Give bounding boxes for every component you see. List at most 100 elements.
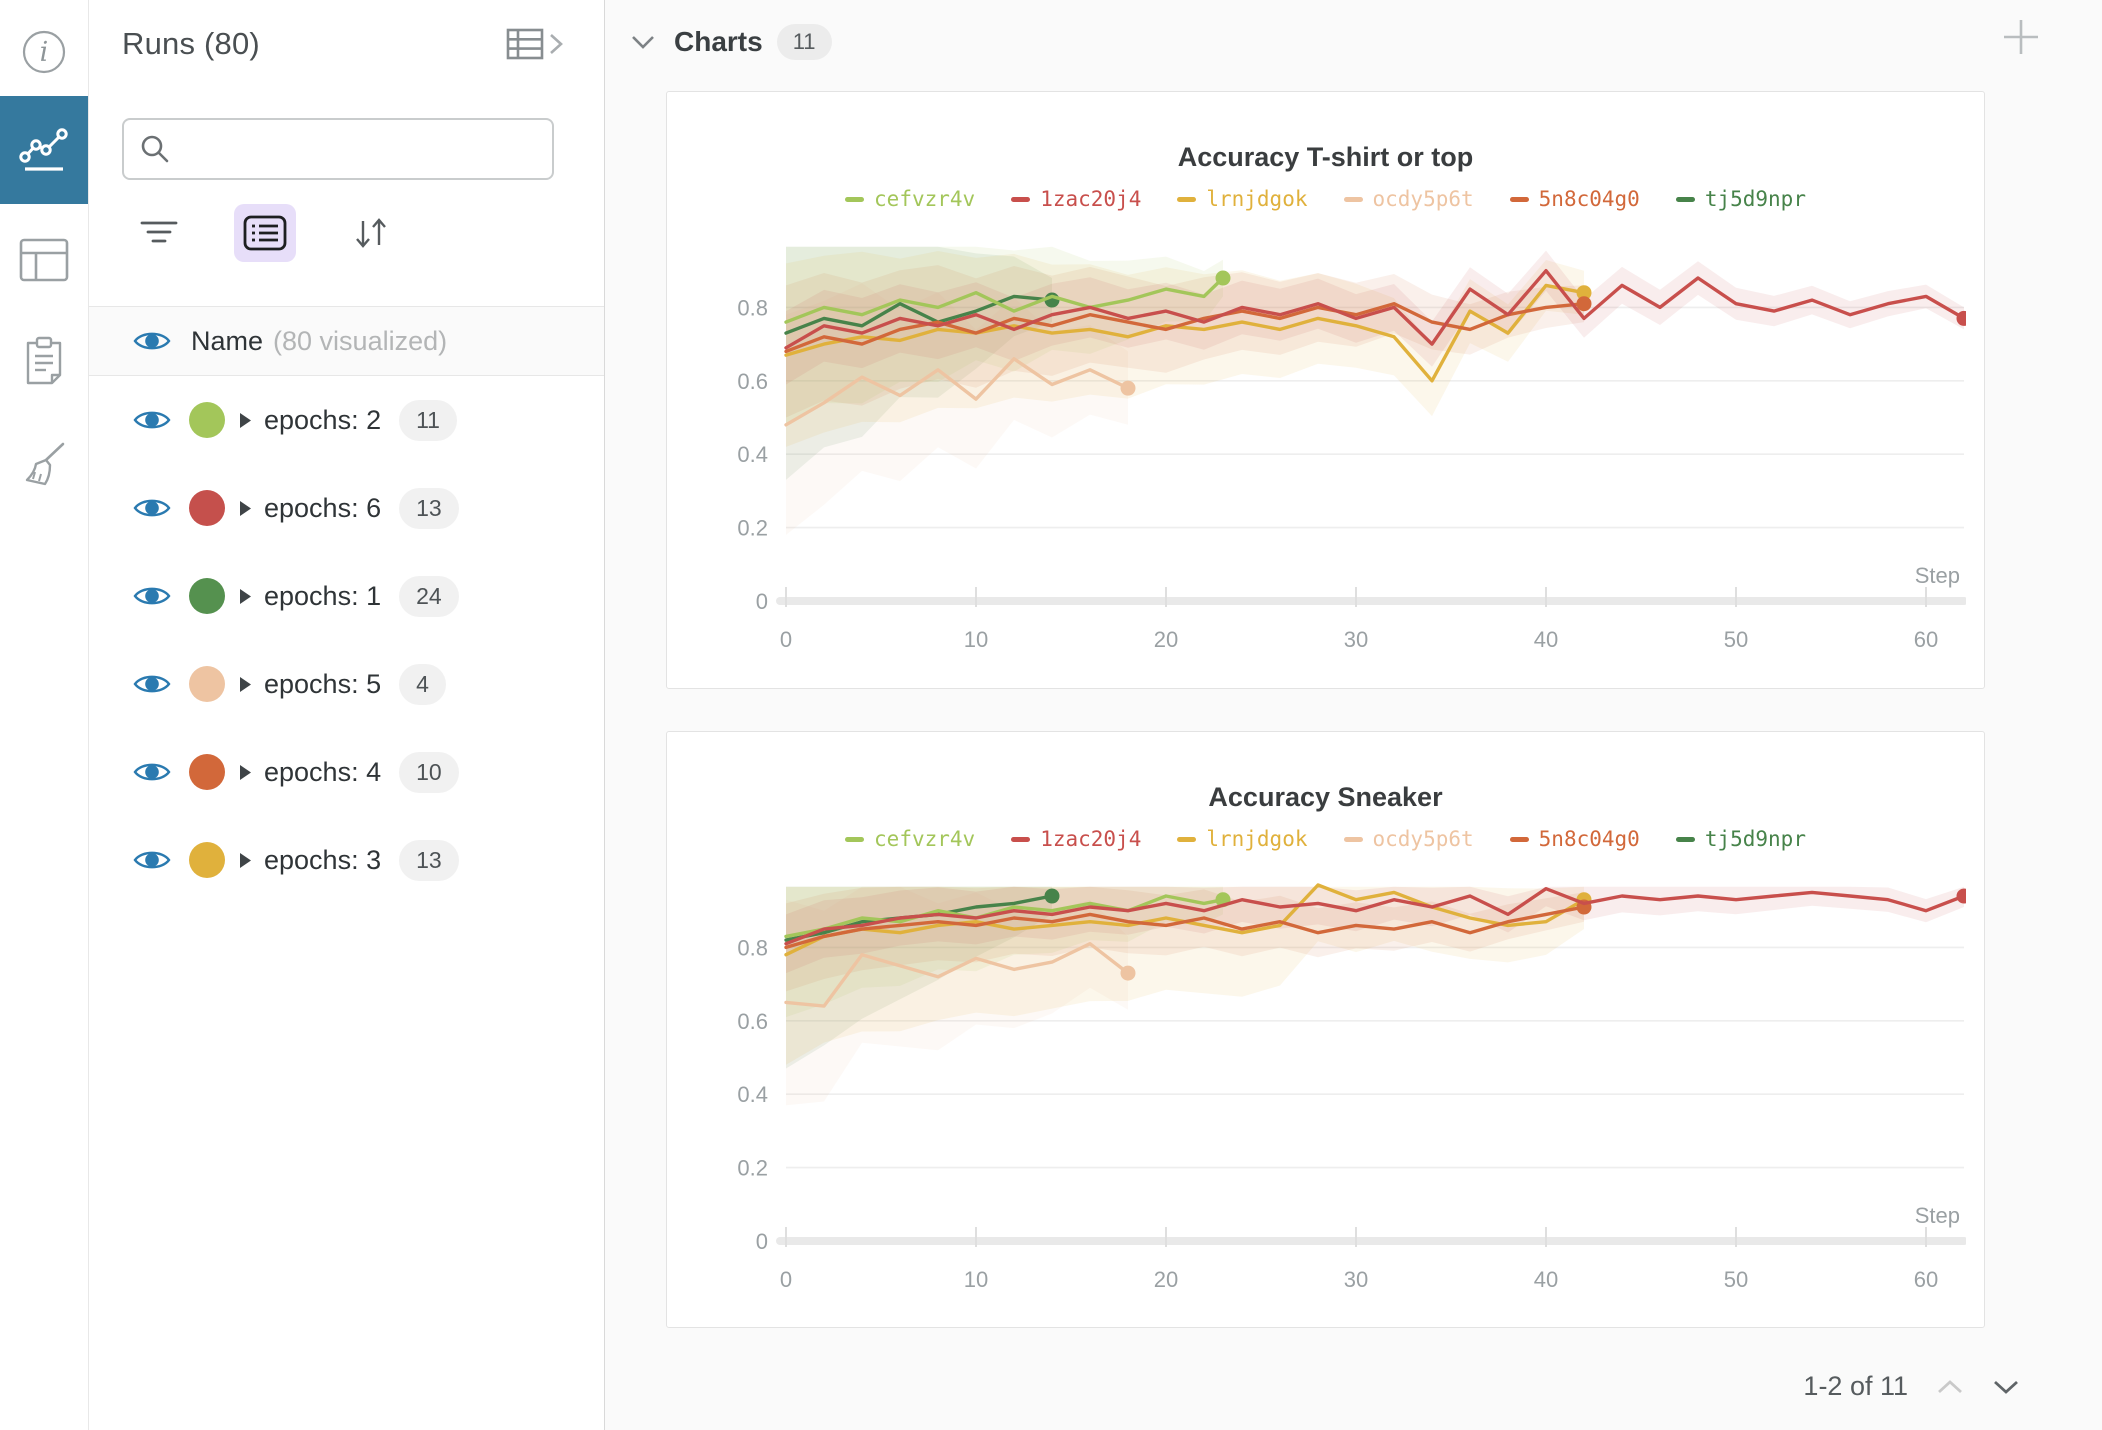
chart-legend: cefvzr4v 1zac20j4 lrnjdgok ocdy5p6t 5n8c04g0…: [667, 827, 1984, 851]
runs-search-input[interactable]: [182, 132, 536, 166]
nav-item-table[interactable]: [0, 216, 88, 304]
legend-swatch: [1177, 196, 1197, 202]
legend-item-5n8c04g0[interactable]: 5n8c04g0: [1509, 187, 1640, 211]
nav-item-charts[interactable]: [0, 96, 88, 204]
series-line-lrnjdgok: [784, 283, 1586, 383]
pagination-next-button[interactable]: [1992, 1378, 2020, 1396]
chart-plot-area[interactable]: 0 10 20 30 40 50 60 0 0.2 0.4 0.6 0.8 Step: [696, 873, 1966, 1323]
run-color-dot: [189, 754, 225, 790]
y-tick-label: 0.8: [737, 295, 768, 320]
series-line-5n8c04g0: [784, 301, 1586, 354]
chart-panel-accuracy-sneaker[interactable]: Accuracy Sneaker cefvzr4v 1zac20j4 lrnjdgo…: [666, 731, 1985, 1328]
run-group-row[interactable]: epochs: 2 11: [88, 376, 604, 464]
caret-right-icon[interactable]: [239, 676, 252, 693]
legend-item-tj5d9npr[interactable]: tj5d9npr: [1675, 187, 1806, 211]
nav-item-reports[interactable]: [0, 318, 88, 406]
chevron-down-icon: [1994, 1380, 2018, 1394]
toggle-all-visibility-button[interactable]: [133, 328, 171, 354]
run-group-row[interactable]: epochs: 4 10: [88, 728, 604, 816]
run-group-row[interactable]: epochs: 1 24: [88, 552, 604, 640]
nav-rail: i: [0, 0, 89, 1430]
toggle-visibility-button[interactable]: [133, 407, 171, 433]
chart-legend: cefvzr4v 1zac20j4 lrnjdgok ocdy5p6t 5n8c04g0…: [667, 187, 1984, 211]
x-tick-label: 40: [1534, 1267, 1558, 1292]
toggle-visibility-button[interactable]: [133, 583, 171, 609]
collapse-section-button[interactable]: [630, 34, 656, 50]
caret-right-icon[interactable]: [239, 588, 252, 605]
run-group-row[interactable]: epochs: 3 13: [88, 816, 604, 904]
run-color-dot: [189, 666, 225, 702]
group-list-button[interactable]: [234, 204, 296, 262]
chart-panel-accuracy-tshirt[interactable]: Accuracy T-shirt or top cefvzr4v 1zac20j4…: [666, 91, 1985, 689]
toggle-visibility-button[interactable]: [133, 495, 171, 521]
caret-right-icon[interactable]: [239, 500, 252, 517]
series-band-lrnjdgok: [786, 251, 1584, 447]
series-end-marker-1zac20j4: [1956, 310, 1966, 326]
legend-label: 1zac20j4: [1040, 827, 1142, 851]
legend-label: lrnjdgok: [1206, 827, 1308, 851]
legend-label: tj5d9npr: [1704, 187, 1806, 211]
caret-right-icon[interactable]: [239, 412, 252, 429]
run-count-badge: 10: [399, 751, 459, 793]
nav-item-info[interactable]: i: [0, 8, 88, 96]
run-color-dot: [189, 402, 225, 438]
legend-item-cefvzr4v[interactable]: cefvzr4v: [845, 187, 975, 211]
legend-swatch: [1509, 196, 1529, 202]
pagination-prev-button[interactable]: [1936, 1378, 1964, 1396]
eye-icon: [133, 411, 171, 429]
x-tick-label: 0: [780, 627, 792, 652]
run-color-dot: [189, 578, 225, 614]
run-group-label: epochs: 1: [264, 580, 382, 611]
x-tick-label: 30: [1344, 627, 1368, 652]
series-end-marker-5n8c04g0: [1576, 296, 1592, 312]
run-group-label: epochs: 2: [264, 404, 382, 435]
x-tick-label: 10: [964, 1267, 988, 1292]
chart-plot-area[interactable]: 0 10 20 30 40 50 60 0 0.2 0.4 0.6 0.8 Step: [696, 233, 1966, 683]
caret-right-icon[interactable]: [239, 852, 252, 869]
eye-icon: [133, 851, 171, 869]
x-tick-label: 60: [1914, 627, 1938, 652]
run-group-list: epochs: 2 11 epochs: 6 13 epochs: 1 24 e…: [88, 376, 604, 904]
caret-right-icon[interactable]: [239, 764, 252, 781]
open-runs-table-button[interactable]: [506, 26, 564, 62]
legend-item-5n8c04g0[interactable]: 5n8c04g0: [1509, 827, 1640, 851]
legend-item-ocdy5p6t[interactable]: ocdy5p6t: [1343, 827, 1474, 851]
legend-item-ocdy5p6t[interactable]: ocdy5p6t: [1343, 187, 1474, 211]
y-tick-label: 0.2: [737, 516, 768, 541]
run-group-row[interactable]: epochs: 5 4: [88, 640, 604, 728]
nav-item-sweeps[interactable]: [0, 420, 88, 508]
filter-button[interactable]: [128, 204, 190, 262]
toggle-visibility-button[interactable]: [133, 847, 171, 873]
legend-item-lrnjdgok[interactable]: lrnjdgok: [1177, 187, 1308, 211]
add-panel-button[interactable]: [1998, 14, 2044, 60]
legend-swatch: [845, 196, 865, 202]
legend-swatch: [1675, 836, 1695, 842]
broom-icon: [25, 442, 65, 486]
legend-item-tj5d9npr[interactable]: tj5d9npr: [1675, 827, 1806, 851]
run-group-row[interactable]: epochs: 6 13: [88, 464, 604, 552]
legend-item-1zac20j4[interactable]: 1zac20j4: [1011, 187, 1141, 211]
x-tick-label: 40: [1534, 627, 1558, 652]
legend-item-1zac20j4[interactable]: 1zac20j4: [1011, 827, 1141, 851]
eye-icon: [133, 675, 171, 693]
series-band-ocdy5p6t: [786, 283, 1128, 535]
x-tick-label: 10: [964, 627, 988, 652]
series-end-marker-ocdy5p6t: [1120, 380, 1136, 396]
eye-icon: [133, 763, 171, 781]
runs-toolbar: [128, 204, 402, 262]
y-tick-label: 0.2: [737, 1156, 768, 1181]
toggle-visibility-button[interactable]: [133, 671, 171, 697]
legend-label: 1zac20j4: [1040, 187, 1142, 211]
legend-item-lrnjdgok[interactable]: lrnjdgok: [1177, 827, 1308, 851]
x-tick-label: 60: [1914, 1267, 1938, 1292]
runs-name-header-row[interactable]: Name (80 visualized): [88, 306, 604, 376]
chart-title: Accuracy T-shirt or top: [1177, 142, 1474, 172]
legend-swatch: [845, 836, 865, 842]
run-group-label: epochs: 5: [264, 668, 382, 699]
legend-item-cefvzr4v[interactable]: cefvzr4v: [845, 827, 975, 851]
x-tick-label: 30: [1344, 1267, 1368, 1292]
toggle-visibility-button[interactable]: [133, 759, 171, 785]
run-count-badge: 13: [399, 839, 459, 881]
sort-button[interactable]: [340, 204, 402, 262]
run-count-badge: 11: [399, 399, 457, 441]
